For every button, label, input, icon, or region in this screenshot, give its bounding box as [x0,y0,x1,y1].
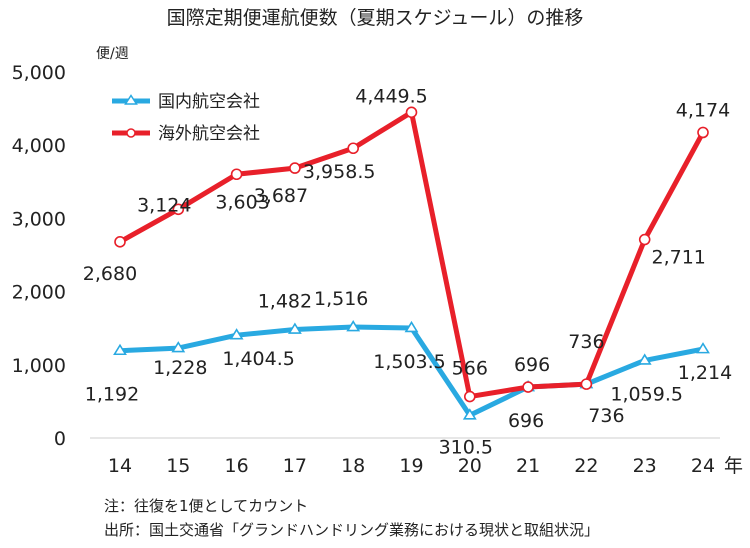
data-label-foreign: 2,680 [83,263,137,285]
point-marker-domestic [171,341,186,353]
x-tick-label: 16 [225,455,249,477]
point-marker-foreign [172,203,185,216]
point-marker-foreign [289,162,301,174]
x-tick-label: 24 [691,455,715,477]
x-tick-label: 19 [399,455,423,477]
point-marker-domestic [404,320,419,333]
data-label-domestic: 696 [508,410,544,432]
data-label-domestic: 1,228 [153,357,207,379]
data-label-foreign: 736 [568,331,604,353]
point-marker-domestic [462,408,477,420]
point-marker-domestic [287,322,302,334]
x-tick-label: 14 [108,455,132,477]
y-tick-label: 2,000 [12,282,66,304]
data-labels: 1,192 1,228 1,404.5 1,482 1,516 1,503.5 310.5 6… [83,85,732,458]
data-label-foreign: 4,174 [676,99,730,121]
x-tick-label: 20 [458,455,482,477]
x-tick-label: 21 [516,455,540,477]
footnote: 注：往復を1便としてカウント [104,497,308,515]
data-label-foreign: 566 [452,358,488,380]
point-marker-domestic [346,319,361,332]
data-label-domestic: 1,503.5 [373,351,446,373]
data-label-foreign: 3,958.5 [303,161,376,183]
data-label-domestic: 1,192 [85,384,139,406]
legend: 国内航空会社 海外航空会社 [112,92,260,144]
x-axis-ticks: 14 15 16 17 18 19 20 21 22 23 24 [108,455,715,477]
data-label-domestic: 1,516 [314,288,368,310]
data-label-domestic: 310.5 [439,436,493,458]
x-tick-label: 18 [341,455,365,477]
y-tick-label: 4,000 [12,135,66,157]
x-axis-unit: 年 [724,455,743,477]
point-marker-foreign [114,236,126,248]
data-label-domestic: 1,482 [258,291,312,313]
point-marker-foreign [638,233,651,246]
point-marker-foreign [697,126,709,139]
y-axis-ticks: 5,000 4,000 3,000 2,000 1,000 0 [12,62,66,450]
triangle-marker-icon [124,94,138,105]
point-marker-domestic [696,342,710,354]
source-note: 出所：国土交通省「グランドハンドリング業務における現状と取組状況」 [104,521,599,539]
y-tick-label: 0 [54,428,66,450]
point-marker-foreign [405,106,418,119]
point-marker-domestic [637,353,652,365]
point-marker-foreign [230,168,243,181]
point-marker-foreign [522,381,534,393]
point-marker-domestic [229,328,244,340]
circle-marker-icon [126,128,136,138]
data-label-domestic: 1,059.5 [610,383,683,405]
x-tick-label: 23 [633,455,657,477]
data-label-foreign: 3,687 [254,185,308,207]
y-tick-label: 1,000 [12,355,66,377]
data-label-domestic: 736 [588,405,624,427]
y-tick-label: 3,000 [12,208,66,230]
y-tick-label: 5,000 [12,62,66,84]
point-marker-foreign [580,378,593,390]
data-label-foreign: 3,603 [215,191,269,213]
data-label-foreign: 2,711 [651,247,705,269]
x-tick-label: 17 [283,455,307,477]
legend-item-foreign: 海外航空会社 [112,124,260,144]
point-marker-foreign [463,390,476,403]
legend-label-domestic: 国内航空会社 [158,92,260,112]
data-label-domestic: 1,404.5 [222,348,295,370]
legend-item-domestic: 国内航空会社 [112,92,260,112]
point-marker-foreign [347,142,360,155]
point-marker-domestic [113,343,127,356]
data-label-foreign: 696 [514,354,550,376]
x-tick-label: 22 [574,455,598,477]
data-label-foreign: 4,449.5 [355,85,428,107]
y-axis-unit: 便/週 [96,46,129,62]
x-tick-label: 15 [166,455,190,477]
series-layer [113,106,710,420]
chart-title: 国際定期便運航便数（夏期スケジュール）の推移 [167,7,584,29]
legend-label-foreign: 海外航空会社 [158,124,260,144]
data-label-domestic: 1,214 [678,362,732,384]
data-label-foreign: 3,124 [137,194,191,216]
